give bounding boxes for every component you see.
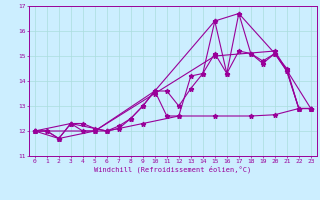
X-axis label: Windchill (Refroidissement éolien,°C): Windchill (Refroidissement éolien,°C) — [94, 166, 252, 173]
